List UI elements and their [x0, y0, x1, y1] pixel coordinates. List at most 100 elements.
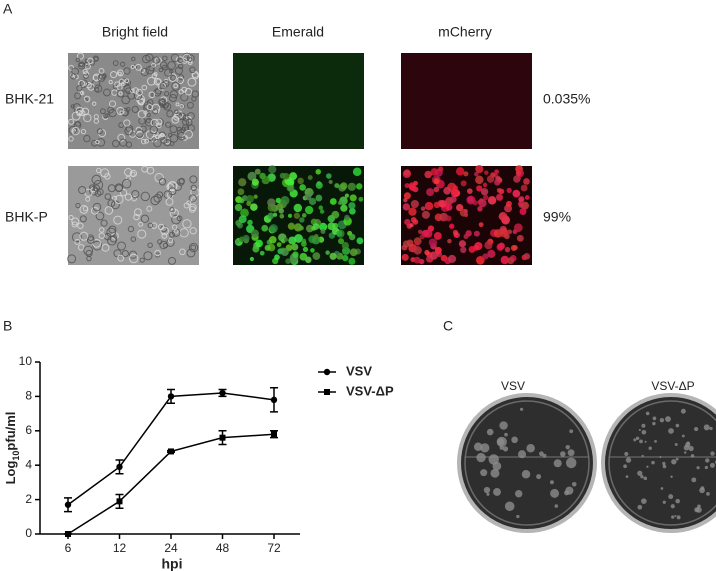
plaque: [567, 449, 575, 457]
cell: [167, 61, 176, 70]
plaque: [625, 457, 632, 463]
cell: [410, 199, 419, 209]
cell: [287, 185, 294, 191]
cell: [133, 213, 140, 221]
cell: [171, 224, 178, 230]
plaque: [639, 439, 643, 444]
cell: [279, 213, 285, 219]
cell: [76, 52, 85, 60]
cell: [348, 257, 356, 265]
cell: [118, 122, 125, 129]
cell: [68, 136, 74, 142]
cell: [98, 232, 106, 239]
cell: [269, 235, 277, 244]
cell: [294, 234, 303, 243]
cell: [455, 167, 465, 176]
cell: [154, 249, 161, 257]
cell: [293, 203, 303, 213]
cell: [254, 168, 261, 175]
cell: [476, 185, 483, 192]
cell: [510, 245, 517, 251]
cell: [443, 186, 451, 195]
cell: [169, 90, 179, 99]
plaque: [564, 490, 570, 496]
cell: [289, 256, 297, 264]
cell: [123, 119, 131, 127]
cell: [101, 243, 110, 252]
cell: [287, 222, 295, 230]
cell: [463, 171, 469, 177]
row-label: BHK-P: [5, 209, 48, 225]
plaque: [641, 429, 647, 435]
plaque: [560, 451, 566, 457]
cell: [252, 245, 260, 253]
cell: [114, 81, 121, 88]
cell: [74, 92, 81, 100]
cell: [118, 91, 123, 96]
cell: [146, 76, 156, 86]
plates: VSV VSV-ΔP: [457, 379, 716, 533]
cell: [484, 170, 489, 175]
cell: [449, 195, 457, 203]
cell: [130, 56, 136, 62]
cell: [320, 229, 326, 234]
cell: [341, 197, 347, 203]
cell: [108, 79, 113, 85]
y-tick-label: 2: [25, 492, 32, 506]
cell: [114, 194, 124, 205]
point: [270, 396, 278, 404]
cell: [159, 82, 167, 90]
cell: [329, 252, 337, 260]
cell: [274, 254, 280, 261]
cell: [449, 223, 455, 229]
plate-label: VSV-ΔP: [651, 379, 694, 393]
cell: [259, 250, 265, 256]
cell: [147, 242, 153, 248]
cell: [79, 79, 89, 88]
cell: [445, 215, 452, 222]
cell: [188, 194, 197, 203]
cell: [169, 134, 179, 143]
cell: [86, 236, 95, 244]
cell: [116, 106, 125, 116]
plaque: [659, 417, 665, 423]
cell: [417, 229, 423, 234]
cell: [78, 61, 85, 68]
cell: [408, 182, 416, 190]
plaque: [659, 455, 662, 459]
cell: [523, 253, 531, 260]
y-tick-label: 8: [25, 389, 32, 403]
plaque: [709, 462, 715, 468]
plaque: [662, 464, 667, 469]
column-title: Bright field: [102, 24, 168, 40]
y-axis-label: Log10pfu/ml: [3, 412, 21, 485]
cell: [328, 179, 333, 185]
cell: [175, 102, 180, 107]
cell: [251, 178, 259, 186]
cell: [325, 173, 332, 179]
cell: [79, 62, 84, 68]
plaque: [641, 454, 644, 458]
cell: [410, 216, 417, 223]
cell: [82, 205, 89, 212]
cell: [140, 191, 151, 202]
plaque: [549, 480, 554, 485]
cell: [105, 113, 110, 118]
cell: [92, 202, 102, 212]
cell: [460, 180, 467, 187]
cell: [165, 197, 174, 206]
cell: [168, 237, 174, 244]
plaque: [517, 450, 527, 459]
cell: [280, 196, 290, 206]
plaque: [696, 466, 700, 470]
cell: [267, 198, 276, 207]
cell: [162, 55, 168, 62]
cell: [494, 169, 499, 175]
cell: [171, 81, 181, 91]
cell: [455, 203, 464, 212]
cell: [116, 241, 127, 251]
plaque: [697, 504, 701, 509]
cell: [424, 249, 430, 256]
plaque: [648, 446, 652, 450]
cell: [495, 193, 504, 201]
